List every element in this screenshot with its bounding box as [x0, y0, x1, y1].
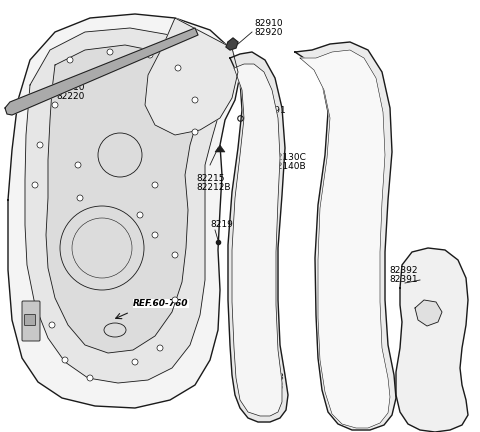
Circle shape — [77, 195, 83, 201]
Polygon shape — [25, 28, 220, 383]
Circle shape — [67, 57, 73, 63]
Text: 82210: 82210 — [56, 83, 84, 92]
Circle shape — [52, 102, 58, 108]
Circle shape — [107, 49, 113, 55]
Circle shape — [87, 375, 93, 381]
Text: 83191: 83191 — [257, 106, 286, 115]
Circle shape — [147, 52, 153, 58]
Polygon shape — [145, 18, 238, 135]
Text: 82212B: 82212B — [196, 183, 230, 192]
Text: 82110B: 82110B — [249, 373, 284, 382]
Text: 82910: 82910 — [254, 19, 283, 28]
Polygon shape — [228, 52, 288, 422]
Circle shape — [75, 162, 81, 168]
Text: 82140B: 82140B — [271, 162, 306, 171]
Circle shape — [172, 252, 178, 258]
Text: 82130C: 82130C — [271, 153, 306, 162]
Circle shape — [192, 97, 198, 103]
Text: REF.60-760: REF.60-760 — [133, 299, 189, 308]
Circle shape — [152, 182, 158, 188]
Polygon shape — [215, 145, 225, 152]
Polygon shape — [232, 64, 282, 416]
Polygon shape — [8, 14, 240, 408]
Circle shape — [192, 129, 198, 135]
FancyBboxPatch shape — [22, 301, 40, 341]
Text: 82391: 82391 — [389, 275, 418, 284]
Polygon shape — [295, 42, 396, 430]
Polygon shape — [226, 38, 238, 50]
Text: 82920: 82920 — [254, 28, 283, 37]
Polygon shape — [396, 248, 468, 432]
Polygon shape — [300, 50, 390, 428]
Polygon shape — [415, 300, 442, 326]
Polygon shape — [5, 28, 198, 115]
Text: 82220: 82220 — [56, 92, 84, 101]
Text: 82215: 82215 — [196, 174, 225, 183]
Circle shape — [157, 345, 163, 351]
Circle shape — [152, 232, 158, 238]
Text: 82392: 82392 — [389, 266, 418, 275]
Circle shape — [49, 322, 55, 328]
Circle shape — [172, 297, 178, 303]
Circle shape — [137, 212, 143, 218]
Circle shape — [175, 65, 181, 71]
Circle shape — [32, 182, 38, 188]
Circle shape — [37, 142, 43, 148]
Text: 82191: 82191 — [210, 220, 239, 229]
FancyBboxPatch shape — [24, 314, 36, 325]
Circle shape — [132, 359, 138, 365]
Polygon shape — [46, 45, 198, 353]
Text: 82120B: 82120B — [249, 382, 284, 391]
Circle shape — [62, 357, 68, 363]
